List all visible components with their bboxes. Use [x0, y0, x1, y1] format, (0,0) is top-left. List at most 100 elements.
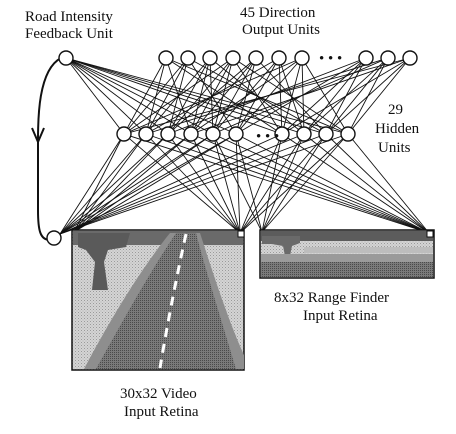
output-ellipsis: • • •: [319, 51, 342, 67]
connection-line: [347, 133, 430, 234]
connection-line: [65, 57, 305, 135]
connection-line: [281, 57, 367, 135]
hidden-unit-node: [228, 126, 244, 142]
connection-line: [190, 57, 411, 135]
output-unit-node: [380, 50, 396, 66]
connection-line: [65, 57, 349, 135]
connection-line: [303, 133, 430, 234]
hidden-unit-node: [138, 126, 154, 142]
output-unit-node: [225, 50, 241, 66]
connection-line: [190, 133, 430, 234]
connection-line: [278, 57, 283, 135]
connection-line: [301, 57, 349, 135]
connection-line: [123, 57, 167, 135]
output-unit-node: [158, 50, 174, 66]
connection-line: [59, 133, 147, 235]
range-mid-band: [261, 254, 433, 262]
connection-line: [261, 133, 305, 233]
video-label-line2: Input Retina: [124, 404, 199, 420]
connection-line: [281, 133, 430, 234]
feedback-label-line2: Feedback Unit: [25, 26, 114, 42]
video-retina-corner-unit: [237, 230, 245, 238]
connection-line: [123, 133, 241, 234]
connection-line: [325, 133, 430, 234]
feedback-loop-arrow: [37, 57, 62, 241]
connection-line: [235, 133, 430, 234]
connection-line: [167, 57, 234, 135]
range-retina-corner-unit: [426, 230, 434, 238]
connection-line: [65, 57, 237, 135]
connection-line: [167, 133, 430, 234]
feedback-arrow-head: [31, 127, 45, 145]
connection-line: [65, 57, 214, 135]
connection-line: [65, 57, 147, 135]
connection-line: [239, 133, 283, 234]
output-unit-node: [180, 50, 196, 66]
connection-line: [212, 133, 430, 234]
connection-line: [212, 57, 257, 135]
road-center-stripe: [158, 233, 188, 369]
video-label-line1: 30x32 Video: [120, 386, 197, 402]
connection-line: [65, 57, 327, 135]
connection-line: [301, 57, 305, 135]
output-unit-node: [202, 50, 218, 66]
range-ground-band: [261, 262, 433, 277]
output-unit-node: [402, 50, 418, 66]
connection-line: [123, 57, 189, 135]
feedback-input-node: [46, 230, 62, 246]
output-unit-node: [358, 50, 374, 66]
connection-line: [235, 57, 303, 135]
connection-line: [281, 57, 411, 135]
connection-line: [65, 57, 169, 135]
connection-line: [65, 57, 192, 135]
output-unit-node: [294, 50, 310, 66]
hidden-label-line3: Units: [378, 140, 411, 156]
hidden-unit-node: [318, 126, 334, 142]
connection-line: [73, 133, 214, 233]
hidden-unit-node: [205, 126, 221, 142]
range-label-line2: Input Retina: [303, 308, 378, 324]
connection-line: [167, 133, 241, 234]
output-label-line2: Output Units: [242, 22, 320, 38]
hidden-label-line2: Hidden: [375, 121, 420, 137]
connection-line: [59, 133, 237, 235]
connection-line: [190, 57, 303, 135]
connection-line: [59, 133, 283, 235]
connection-line: [347, 57, 411, 135]
road-surface: [96, 233, 236, 369]
feedback-label-line1: Road Intensity: [25, 9, 113, 25]
connection-line: [65, 57, 283, 135]
connection-line: [145, 133, 241, 234]
tree-icon: [78, 233, 130, 290]
connection-line: [73, 133, 237, 233]
connection-line: [59, 133, 169, 235]
connection-line: [59, 133, 214, 235]
connection-line: [73, 133, 169, 233]
hidden-unit-node: [340, 126, 356, 142]
connection-line: [261, 133, 349, 233]
range-light-band: [304, 247, 433, 253]
hidden-ellipsis: • • •: [256, 129, 279, 145]
connection-line: [281, 57, 303, 135]
connection-line: [73, 133, 147, 233]
connection-line: [212, 133, 241, 234]
connection-line: [325, 57, 411, 135]
hidden-unit-node: [296, 126, 312, 142]
video-input-retina: [71, 229, 245, 371]
connection-line: [212, 133, 263, 233]
hidden-unit-node: [116, 126, 132, 142]
connection-line: [325, 57, 389, 135]
unit-nodes: [46, 50, 418, 246]
output-unit-node: [271, 50, 287, 66]
connection-line: [123, 57, 303, 135]
connection-line: [123, 133, 430, 234]
connection-line: [190, 133, 241, 234]
connection-line: [261, 133, 327, 233]
range-label-line1: 8x32 Range Finder: [274, 290, 389, 306]
connection-line: [65, 57, 125, 135]
connection-line: [235, 133, 263, 233]
connection-line: [303, 57, 367, 135]
output-unit-node: [248, 50, 264, 66]
connection-line: [167, 57, 211, 135]
